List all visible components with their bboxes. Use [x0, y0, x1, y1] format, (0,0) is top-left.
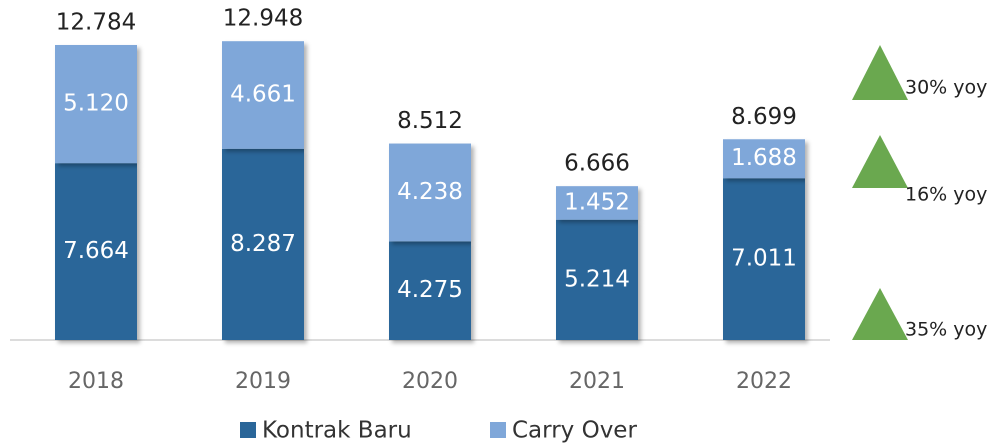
- value-label: 4.238: [397, 179, 463, 205]
- value-label: 1.688: [731, 145, 797, 171]
- value-label: 4.275: [397, 277, 463, 303]
- bar-segment: [723, 139, 805, 179]
- up-arrow: [852, 45, 908, 100]
- bar-segment: [723, 178, 805, 340]
- total-label: 6.666: [564, 151, 630, 177]
- annotation: 30% yoy: [905, 77, 987, 99]
- bar-segment: [222, 148, 304, 340]
- up-arrow: [852, 135, 908, 188]
- value-label: 5.214: [564, 266, 630, 292]
- value-label: 8.287: [230, 231, 296, 257]
- x-tick-label: 2018: [68, 369, 124, 394]
- x-tick-label: 2019: [235, 369, 291, 394]
- value-label: 7.011: [731, 246, 797, 272]
- value-label: 4.661: [230, 81, 296, 107]
- annotation: 35% yoy: [905, 319, 987, 341]
- x-tick-label: 2020: [402, 369, 458, 394]
- legend-label: Kontrak Baru: [262, 418, 412, 444]
- total-label: 8.512: [397, 108, 463, 134]
- total-label: 12.784: [56, 9, 136, 35]
- bar-segment: [55, 163, 137, 340]
- up-arrow: [852, 288, 908, 340]
- value-label: 7.664: [63, 238, 129, 264]
- bar-segment: [556, 219, 638, 340]
- legend-swatch: [240, 422, 256, 438]
- x-tick-label: 2021: [569, 369, 625, 394]
- bar-segment: [55, 44, 137, 164]
- bar-segment: [389, 143, 471, 242]
- bar-segment: [389, 241, 471, 340]
- value-label: 5.120: [63, 91, 129, 117]
- bar-segment: [556, 186, 638, 220]
- value-label: 1.452: [564, 189, 630, 215]
- legend-label: Carry Over: [512, 418, 637, 444]
- x-tick-label: 2022: [736, 369, 792, 394]
- legend-swatch: [490, 422, 506, 438]
- total-label: 8.699: [731, 104, 797, 130]
- annotation: 16% yoy: [905, 184, 987, 206]
- total-label: 12.948: [223, 6, 303, 32]
- bar-segment: [222, 41, 304, 149]
